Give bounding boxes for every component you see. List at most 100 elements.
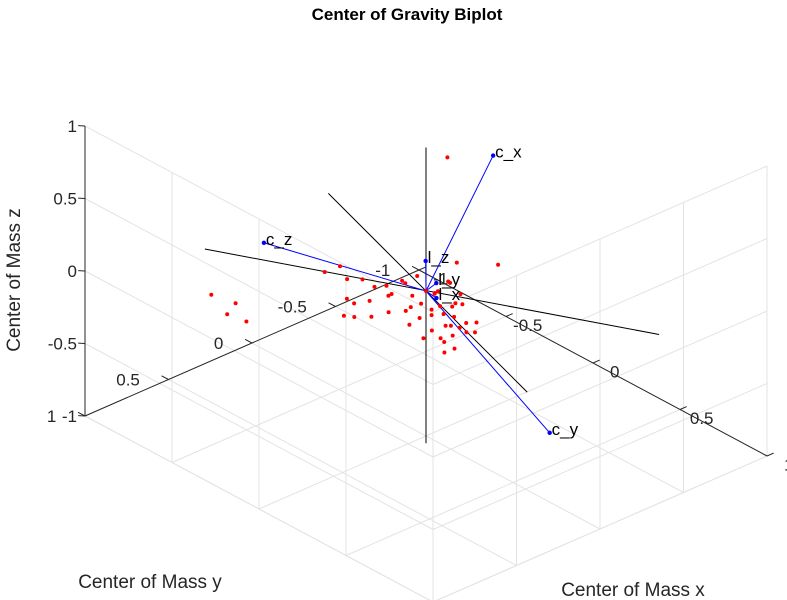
vector-labels: c_x c_y c_z l_z l_yl_x: [266, 143, 579, 439]
data-point: [352, 301, 357, 306]
data-point: [429, 313, 434, 318]
chart-title: Center of Gravity Biplot: [312, 5, 503, 24]
y-tick-label: 1: [47, 407, 56, 426]
y-tick-label: -0.5: [278, 297, 307, 316]
z-tick-label: 0.5: [53, 190, 77, 209]
data-point: [417, 316, 422, 320]
data-point: [415, 274, 420, 278]
data-point: [233, 301, 238, 306]
vector-tip-l-z: [423, 258, 428, 264]
x-tick-mark: [592, 359, 600, 364]
data-point: [403, 281, 408, 286]
data-point: [424, 289, 428, 293]
vector-label-c-y: c_y: [552, 420, 579, 439]
grid-line: [432, 238, 768, 385]
data-point: [464, 330, 469, 335]
data-point: [429, 328, 434, 333]
data-point: [344, 296, 349, 301]
data-point: [244, 319, 249, 324]
z-axis-label: Center of Mass z: [4, 208, 25, 352]
x-tick-mark: [505, 313, 513, 317]
grid-line: [345, 409, 681, 556]
data-point: [460, 302, 465, 307]
vector-c-y: [425, 290, 551, 434]
data-point: [441, 312, 446, 316]
x-tick-mark: [679, 406, 687, 410]
data-point: [452, 346, 457, 351]
data-point: [225, 312, 230, 317]
biplot-vectors: [261, 153, 552, 436]
y-tick-mark: [328, 302, 336, 307]
vector-tip-l-x: [434, 295, 439, 301]
grid-lines: [84, 125, 768, 600]
data-point: [458, 292, 463, 297]
data-point: [429, 307, 434, 312]
z-tick-label: 1: [68, 117, 77, 136]
vector-tip-c-y: [547, 430, 552, 436]
grid-line: [432, 165, 768, 313]
data-point: [421, 336, 426, 341]
data-point: [448, 323, 453, 328]
data-point: [432, 291, 437, 295]
data-point: [338, 264, 342, 269]
x-tick-label: -0.5: [513, 316, 542, 335]
data-point: [341, 313, 346, 318]
data-point: [442, 340, 447, 344]
data-point: [474, 320, 479, 325]
data-point: [386, 293, 391, 298]
data-point: [386, 310, 391, 315]
data-point: [367, 298, 372, 303]
data-point: [496, 262, 501, 267]
x-tick-label: 1: [784, 456, 787, 475]
vector-label-c-z: c_z: [266, 230, 292, 249]
x-tick-label: 0: [610, 363, 619, 382]
center-line-x: [204, 248, 660, 335]
data-point: [438, 304, 443, 309]
vector-tip-c-z: [261, 240, 267, 245]
data-point: [360, 277, 365, 282]
data-point: [389, 292, 394, 296]
y-axis-label: Center of Mass y: [78, 572, 222, 593]
vector-label-l-x: l_x: [438, 285, 460, 304]
data-point: [384, 283, 389, 288]
data-point: [403, 308, 408, 313]
vector-label-l-z: l_z: [428, 248, 450, 267]
grid-line: [84, 270, 434, 458]
grid-line: [432, 310, 768, 458]
data-point: [352, 315, 357, 319]
y-tick-mark: [244, 338, 253, 344]
x-tick-mark: [418, 266, 426, 271]
data-point: [209, 292, 214, 297]
tick-labels: -1 -0.5 0 0.5 1 -1 -0.5 0 0.5 1 -1 -0.5 0 0.5 1: [47, 117, 787, 475]
grid-line: [168, 379, 517, 566]
data-point: [464, 321, 469, 325]
vector-c-z: [263, 242, 427, 292]
data-point: [450, 333, 455, 338]
data-point: [452, 314, 457, 319]
scatter-points: [209, 155, 501, 355]
y-tick-mark: [77, 411, 86, 417]
grid-line: [84, 198, 434, 385]
data-point: [436, 289, 440, 294]
data-point: [408, 305, 413, 310]
data-point: [445, 155, 450, 160]
data-point: [450, 304, 455, 309]
data-point: [400, 278, 405, 283]
data-point: [372, 284, 377, 289]
z-tick-label: -0.5: [48, 335, 77, 354]
x-tick-mark: [766, 452, 774, 457]
data-point: [443, 323, 448, 328]
data-point: [453, 301, 458, 306]
y-tick-mark: [411, 265, 420, 271]
vector-label-l-y: l_y: [438, 270, 460, 289]
axes-frame: [77, 125, 774, 457]
data-point: [419, 301, 424, 306]
data-point: [438, 336, 443, 341]
data-point: [446, 279, 451, 284]
data-point: [442, 350, 447, 355]
data-point: [410, 293, 415, 298]
x-tick-label: 0.5: [690, 409, 714, 428]
data-point: [473, 330, 477, 335]
z-tick-label: 0: [68, 262, 77, 281]
